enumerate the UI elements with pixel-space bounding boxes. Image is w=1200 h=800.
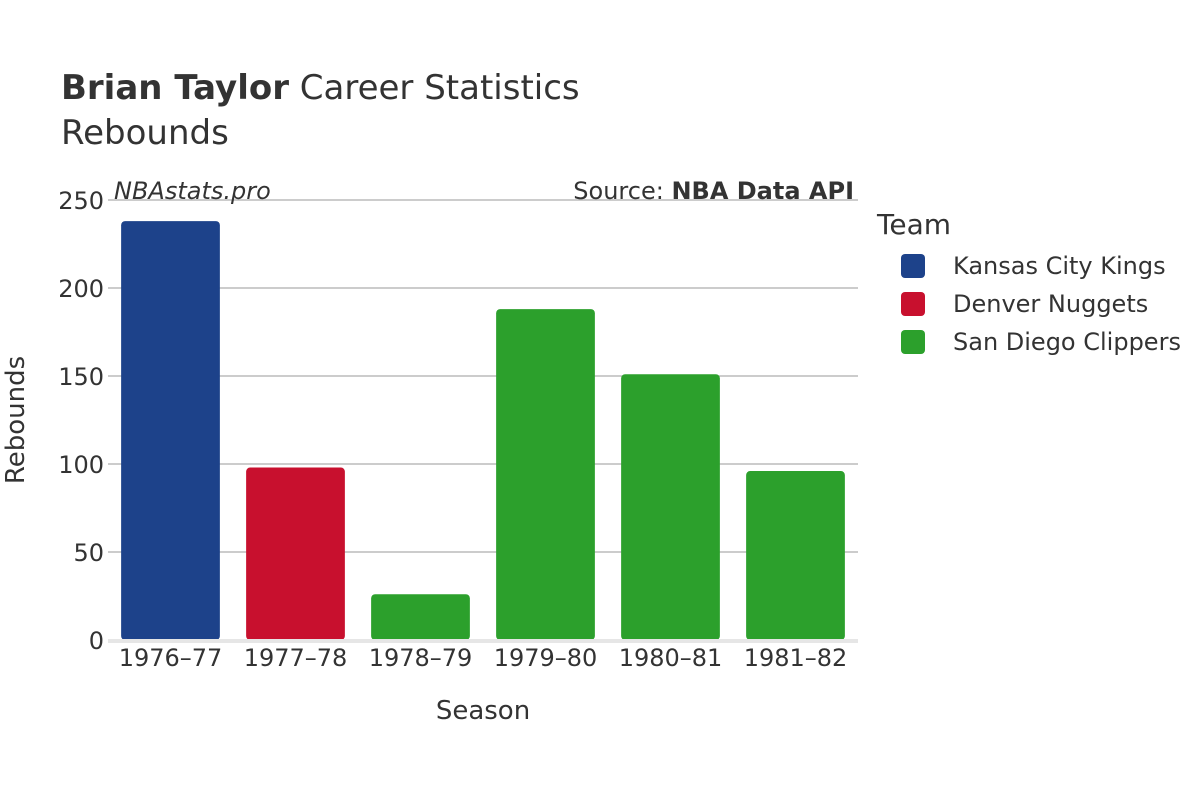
title-suffix: Career Statistics (288, 68, 580, 108)
y-tick-label: 250 (58, 187, 104, 215)
player-name: Brian Taylor (61, 68, 289, 108)
watermark: NBAstats.pro (114, 177, 271, 205)
legend-swatch (901, 254, 925, 278)
y-tick-label: 200 (58, 275, 104, 303)
legend-label: San Diego Clippers (953, 328, 1181, 356)
legend-item-san-diego-clippers[interactable]: San Diego Clippers (901, 323, 1181, 361)
bar-1977-78[interactable]: Denver Nuggets: 98 (246, 467, 345, 640)
legend-swatch (901, 292, 925, 316)
legend-label: Denver Nuggets (953, 290, 1149, 318)
legend-title: Team (877, 208, 952, 241)
grid-lines (108, 199, 858, 553)
y-tick-label: 100 (58, 451, 104, 479)
legend-item-denver-nuggets[interactable]: Denver Nuggets (901, 285, 1181, 323)
source-credit: Source: NBA Data API (573, 177, 854, 205)
source-name: NBA Data API (671, 177, 854, 205)
axes: 0 50 100 150 200 250 1976–77 1977–78 1978–79 1979… (58, 187, 858, 672)
legend-swatch (901, 330, 925, 354)
x-tick-label: 1978–79 (369, 644, 473, 672)
x-tick-label: 1976–77 (119, 644, 223, 672)
y-tick-label: 50 (73, 539, 104, 567)
chart-title: Brian Taylor Career Statistics (61, 66, 580, 110)
x-tick-label: 1979–80 (494, 644, 598, 672)
bar-1976-77[interactable]: Kansas City Kings: 238 (121, 221, 220, 640)
x-tick-label: 1977–78 (244, 644, 348, 672)
x-axis-label: Season (435, 696, 531, 726)
y-tick-label: 0 (89, 627, 104, 655)
legend: Team Kansas City Kings Denver Nuggets Sa… (877, 208, 1181, 361)
chart-subtitle: Rebounds (61, 113, 229, 153)
y-tick-label: 150 (58, 363, 104, 391)
x-tick-label: 1980–81 (619, 644, 723, 672)
bar-1979-80[interactable]: San Diego Clippers: 188 (496, 309, 595, 640)
legend-label: Kansas City Kings (953, 252, 1166, 280)
bar-1980-81[interactable]: San Diego Clippers: 151 (621, 374, 720, 640)
bars: Kansas City Kings: 238 Denver Nuggets: 98… (121, 221, 845, 640)
source-prefix: Source: (573, 177, 672, 205)
bar-1978-79[interactable]: San Diego Clippers: 26 (371, 594, 470, 640)
bar-1981-82[interactable]: San Diego Clippers: 96 (746, 471, 845, 640)
x-tick-label: 1981–82 (744, 644, 848, 672)
y-axis-label: Rebounds (1, 355, 31, 485)
legend-item-kansas-city-kings[interactable]: Kansas City Kings (901, 247, 1181, 285)
